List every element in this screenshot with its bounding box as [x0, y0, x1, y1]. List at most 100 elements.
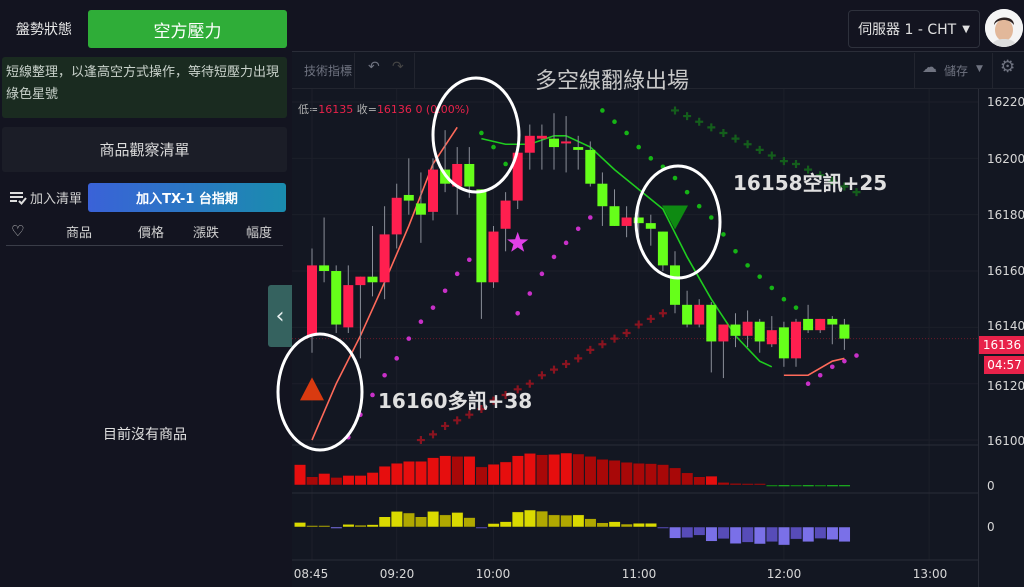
histogram-bar — [306, 525, 319, 528]
histogram-bar — [608, 521, 621, 528]
histogram-bar — [463, 456, 476, 486]
histogram-bar — [475, 466, 488, 486]
histogram-bar — [475, 526, 488, 529]
green-dot — [781, 296, 787, 302]
column-price[interactable]: 價格 — [138, 226, 165, 241]
market-status-button[interactable]: 空方壓力 — [88, 10, 287, 48]
sar-cross-red — [574, 354, 583, 363]
candle-body — [355, 276, 366, 286]
histogram-bar — [330, 526, 343, 529]
candle-body — [633, 217, 644, 224]
histogram-bar — [378, 516, 391, 528]
histogram-bar — [790, 526, 803, 540]
sar-cross-red — [477, 405, 486, 414]
sar-cross-red — [501, 390, 510, 399]
histogram-bar — [644, 522, 657, 528]
histogram-bar — [741, 483, 754, 486]
green-dot — [769, 285, 775, 291]
candle-body — [791, 321, 801, 359]
green-dot — [479, 130, 484, 136]
save-button[interactable]: 儲存 — [944, 64, 969, 78]
candle-body — [500, 200, 511, 229]
histogram-bar — [584, 456, 597, 486]
green-dot — [793, 305, 799, 310]
candle-body — [815, 318, 826, 331]
current-price-tag: 16136 — [979, 336, 1024, 354]
candle-body — [754, 321, 765, 342]
histogram-bar — [765, 526, 778, 543]
column-change[interactable]: 漲跌 — [193, 226, 220, 241]
price-axis[interactable]: 16220 16200 16180 16160 16140 16120 1610… — [978, 89, 1024, 587]
histogram-bar — [415, 516, 428, 528]
redo-icon[interactable]: ↷ — [392, 59, 404, 75]
histogram-bar — [572, 514, 585, 528]
time-tick: 13:00 — [912, 567, 948, 581]
histogram-bar — [499, 461, 512, 486]
green-dot — [684, 189, 690, 195]
candle-body — [561, 141, 572, 144]
sar-cross-red — [416, 436, 425, 445]
purple-dot — [467, 257, 472, 263]
change-value: 0 (0.00%) — [415, 103, 470, 116]
histogram-bar — [596, 459, 609, 486]
column-product[interactable]: 商品 — [66, 226, 93, 241]
histogram-bar — [499, 521, 512, 528]
price-tick: 16180 — [987, 208, 1024, 222]
candle-body — [730, 324, 741, 336]
purple-dot — [575, 226, 581, 232]
histogram-bar — [548, 454, 561, 486]
price-tick: 16120 — [987, 379, 1024, 393]
histogram-bar — [487, 523, 500, 528]
chevron-down-icon[interactable]: ▼ — [976, 64, 983, 74]
sar-cross-green — [828, 176, 837, 185]
candle-body — [415, 203, 426, 215]
histogram-bar — [390, 511, 403, 528]
pane-zero-label: 0 — [987, 520, 995, 534]
countdown-tag: 04:57 — [984, 356, 1024, 374]
purple-dot — [563, 240, 569, 246]
candle-body — [839, 324, 850, 339]
favorite-heart-icon[interactable]: ♡ — [11, 222, 25, 240]
green-dot — [612, 119, 617, 125]
watchlist-title[interactable]: 商品觀察清單 — [2, 127, 287, 172]
histogram-bar — [402, 460, 415, 486]
undo-icon[interactable]: ↶ — [368, 59, 380, 75]
add-tx1-button[interactable]: 加入TX-1 台指期 — [88, 183, 286, 212]
sar-cross-green — [840, 182, 849, 191]
histogram-bar — [705, 475, 718, 486]
list-check-icon — [10, 191, 27, 205]
histogram-bar — [354, 524, 367, 528]
histogram-bar — [402, 512, 415, 528]
ohlc-legend: 低=16135 收=16136 0 (0.00%) — [298, 101, 469, 117]
histogram-bar — [632, 462, 645, 486]
candle-body — [512, 152, 523, 201]
candle-body — [331, 271, 342, 325]
histogram-bar — [632, 522, 645, 528]
sar-cross-green — [816, 171, 825, 180]
user-avatar[interactable] — [985, 9, 1023, 47]
gear-icon[interactable]: ⚙ — [1000, 57, 1016, 77]
candle-body — [621, 217, 632, 226]
green-dot — [709, 215, 714, 220]
green-dot — [648, 156, 654, 161]
long-signal-text: 16160多訊+38 — [378, 389, 532, 413]
collapse-sidebar-button[interactable]: ‹ — [268, 285, 292, 347]
sar-cross-red — [513, 385, 522, 394]
histogram-bar — [717, 526, 730, 540]
histogram-bar — [390, 462, 403, 486]
histogram-bar — [802, 484, 815, 487]
indicators-button[interactable]: 技術指標 — [304, 64, 353, 78]
sar-cross-red — [429, 430, 437, 439]
server-select[interactable]: 伺服器 1 - CHT ▼ — [848, 10, 980, 48]
histogram-bar — [826, 484, 839, 487]
green-dot — [745, 263, 750, 268]
histogram-bar — [657, 464, 670, 486]
histogram-bar — [681, 526, 694, 539]
add-list-button[interactable]: 加入清單 — [8, 188, 82, 207]
candle-body — [706, 304, 717, 342]
histogram-bar — [765, 484, 778, 487]
candle-body — [573, 147, 584, 150]
sar-cross-green — [804, 165, 813, 174]
column-percent[interactable]: 幅度 — [246, 226, 273, 241]
